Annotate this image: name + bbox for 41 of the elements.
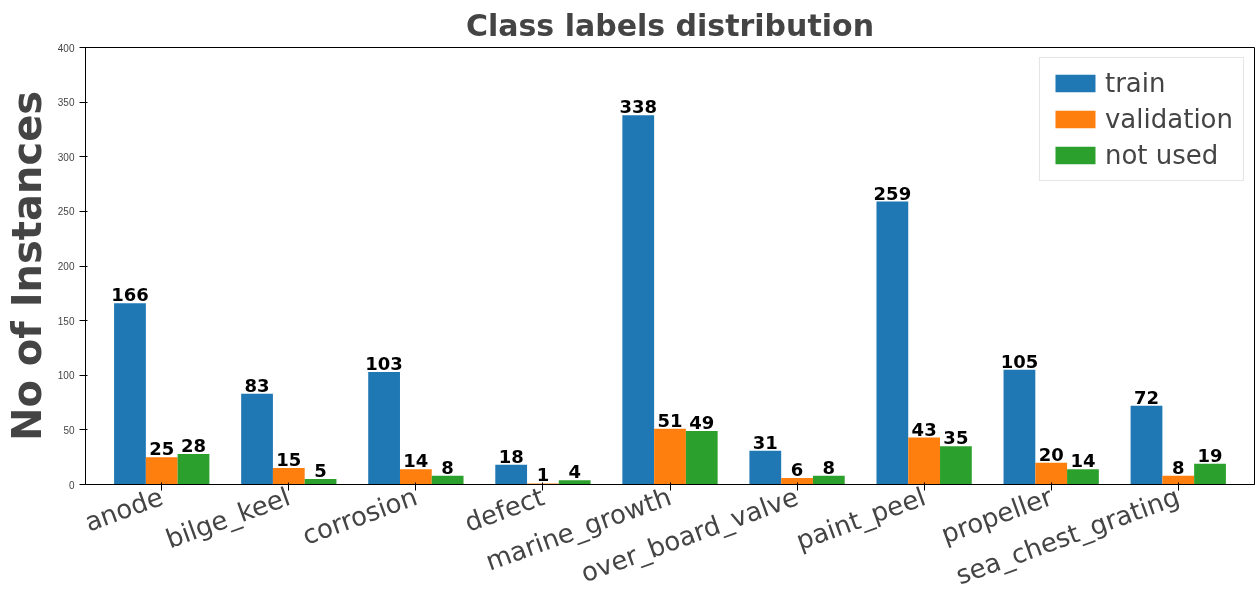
data-label: 51 xyxy=(657,409,683,431)
legend-label: validation xyxy=(1104,104,1233,134)
data-label: 31 xyxy=(752,431,778,453)
data-label: 35 xyxy=(943,427,969,449)
data-label: 1 xyxy=(536,464,550,486)
y-tick-label: 100 xyxy=(57,370,75,382)
data-label: 105 xyxy=(1000,350,1039,372)
data-label: 18 xyxy=(498,445,524,467)
y-tick-label: 50 xyxy=(63,424,75,436)
data-label: 6 xyxy=(790,458,804,480)
data-label: 28 xyxy=(180,434,207,456)
data-label: 8 xyxy=(822,456,836,478)
data-label: 19 xyxy=(1197,444,1223,466)
data-label: 8 xyxy=(1172,456,1185,478)
legend-label: train xyxy=(1104,68,1166,98)
data-label: 49 xyxy=(689,411,715,433)
data-label: 43 xyxy=(911,418,937,440)
chart-title: Class labels distribution xyxy=(465,7,875,43)
data-label: 338 xyxy=(619,96,658,118)
data-label: 83 xyxy=(244,374,270,396)
data-label: 5 xyxy=(314,460,327,482)
data-label: 15 xyxy=(276,449,302,471)
data-label: 20 xyxy=(1038,443,1064,465)
y-tick-label: 250 xyxy=(57,206,75,218)
data-label: 14 xyxy=(1070,450,1096,472)
data-label: 103 xyxy=(365,352,403,374)
legend-label: not used xyxy=(1104,140,1219,170)
data-label: 166 xyxy=(111,284,149,306)
y-tick-label: 200 xyxy=(57,261,75,272)
y-tick-label: 0 xyxy=(68,479,75,491)
data-label: 8 xyxy=(441,456,454,478)
data-label: 259 xyxy=(873,182,912,204)
data-label: 14 xyxy=(403,450,429,472)
y-tick-label: 150 xyxy=(57,315,75,327)
data-label: 4 xyxy=(568,461,581,483)
y-tick-label: 400 xyxy=(57,42,75,54)
data-label: 72 xyxy=(1133,386,1160,408)
y-tick-label: 300 xyxy=(57,151,75,163)
y-axis-title: No of Instances xyxy=(3,90,50,442)
data-label: 25 xyxy=(149,438,175,460)
y-tick-label: 350 xyxy=(57,97,75,109)
